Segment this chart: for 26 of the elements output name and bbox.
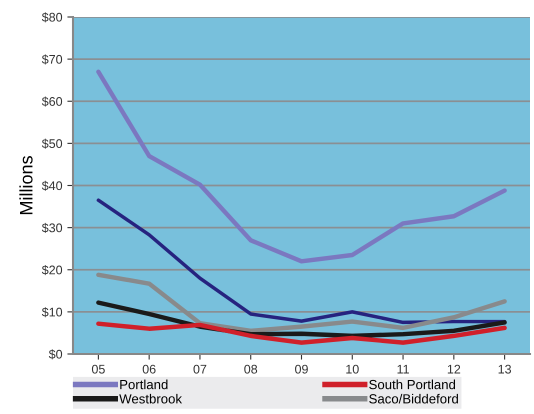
y-tick-label: $40: [42, 180, 62, 191]
y-tick-label: $20: [42, 265, 62, 276]
legend-label: Westbrook: [119, 394, 182, 404]
y-tick-label: $80: [42, 12, 62, 22]
legend-label: South Portland: [369, 380, 456, 390]
y-tick-label: $0: [48, 349, 62, 360]
x-tick-label: 10: [346, 364, 359, 374]
y-tick-label: $60: [42, 96, 62, 107]
legend-label: Portland: [120, 380, 168, 390]
legend-label: Saco/Biddeford: [369, 394, 458, 404]
x-tick-label: 08: [244, 364, 258, 374]
y-axis-title: Millions: [19, 156, 33, 214]
x-tick-label: 05: [92, 364, 105, 374]
y-tick-label: $10: [42, 307, 62, 318]
y-tick-label: $50: [42, 138, 62, 149]
line-series: [96, 198, 506, 324]
y-tick-label: $70: [42, 54, 62, 65]
x-tick-label: 07: [193, 364, 206, 374]
x-tick-label: 12: [448, 364, 460, 374]
x-tick-label: 06: [142, 364, 156, 374]
y-tick-label: $30: [42, 222, 62, 234]
line-series: [96, 321, 507, 345]
x-tick-label: 13: [498, 364, 512, 374]
x-tick-label: 09: [295, 364, 308, 374]
x-tick-label: 11: [398, 364, 409, 374]
line-series: [96, 70, 507, 264]
